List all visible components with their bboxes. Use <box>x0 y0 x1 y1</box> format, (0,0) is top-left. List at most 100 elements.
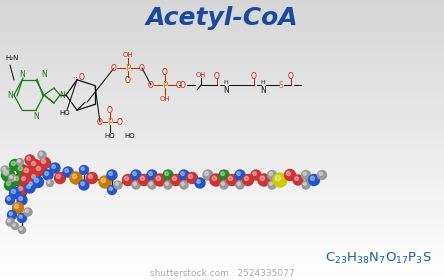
Bar <box>0 41 444 42</box>
Bar <box>0 260 444 261</box>
Bar <box>0 204 444 205</box>
Bar <box>0 255 444 256</box>
Text: O: O <box>180 81 186 90</box>
Bar <box>0 86 444 87</box>
Bar <box>0 202 444 203</box>
Text: O: O <box>97 118 103 127</box>
Text: O: O <box>139 64 145 73</box>
Bar <box>0 258 444 259</box>
Text: P: P <box>126 64 131 73</box>
Bar <box>0 141 444 142</box>
Text: N: N <box>260 85 266 95</box>
Bar <box>0 15 444 16</box>
Text: O: O <box>111 64 117 73</box>
Circle shape <box>253 172 257 176</box>
Bar <box>0 279 444 280</box>
Circle shape <box>285 169 296 181</box>
Circle shape <box>172 176 177 181</box>
Bar <box>0 257 444 258</box>
Circle shape <box>35 165 45 176</box>
Circle shape <box>30 173 40 183</box>
Bar <box>0 176 444 177</box>
Circle shape <box>210 174 222 186</box>
Circle shape <box>205 172 209 176</box>
Bar <box>0 244 444 245</box>
Circle shape <box>154 174 166 186</box>
Bar <box>0 9 444 10</box>
Bar <box>0 196 444 197</box>
Bar <box>0 102 444 103</box>
Bar <box>0 104 444 105</box>
Circle shape <box>43 170 53 180</box>
Circle shape <box>275 175 281 181</box>
Bar <box>0 154 444 155</box>
Bar <box>0 266 444 267</box>
Bar <box>0 98 444 99</box>
Bar <box>0 264 444 265</box>
Bar <box>0 130 444 131</box>
Bar <box>0 47 444 48</box>
Bar <box>0 211 444 212</box>
Text: HO: HO <box>125 133 135 139</box>
Bar <box>0 224 444 225</box>
Text: S: S <box>279 81 283 90</box>
Bar <box>0 18 444 19</box>
Bar <box>0 84 444 85</box>
Bar <box>0 186 444 187</box>
Bar <box>0 123 444 124</box>
Bar <box>0 35 444 36</box>
Bar <box>0 162 444 163</box>
Bar <box>0 42 444 43</box>
Bar <box>0 183 444 184</box>
Circle shape <box>32 176 44 188</box>
Bar <box>0 144 444 145</box>
Circle shape <box>17 185 27 195</box>
Bar <box>0 46 444 47</box>
Bar <box>0 11 444 12</box>
Bar <box>0 185 444 186</box>
Bar <box>0 92 444 93</box>
Bar <box>0 191 444 192</box>
Bar <box>0 250 444 251</box>
Bar <box>0 97 444 98</box>
Bar <box>0 277 444 278</box>
Circle shape <box>19 187 23 190</box>
Bar <box>0 249 444 250</box>
Circle shape <box>1 169 15 181</box>
Circle shape <box>27 157 31 160</box>
Circle shape <box>203 170 213 180</box>
Text: O: O <box>148 81 154 90</box>
Text: O: O <box>125 76 131 85</box>
Text: P: P <box>163 81 167 90</box>
Circle shape <box>17 195 27 205</box>
Bar <box>0 61 444 62</box>
Bar <box>0 182 444 183</box>
Circle shape <box>45 172 48 176</box>
Bar <box>0 71 444 72</box>
Bar <box>0 115 444 116</box>
Circle shape <box>29 160 40 171</box>
Circle shape <box>242 174 254 186</box>
Circle shape <box>52 165 56 169</box>
Circle shape <box>148 181 156 189</box>
Bar <box>0 121 444 122</box>
Bar <box>0 53 444 54</box>
Bar <box>0 228 444 229</box>
Bar <box>0 241 444 242</box>
Circle shape <box>180 181 188 189</box>
Bar <box>0 237 444 238</box>
Circle shape <box>27 185 31 188</box>
Circle shape <box>123 174 134 186</box>
Bar <box>0 161 444 162</box>
Circle shape <box>50 163 60 173</box>
Text: H: H <box>224 80 228 85</box>
Circle shape <box>131 170 141 180</box>
Text: OH: OH <box>123 52 133 58</box>
Circle shape <box>164 181 172 189</box>
Circle shape <box>18 166 23 171</box>
Circle shape <box>181 172 185 176</box>
Circle shape <box>25 209 28 213</box>
Bar <box>0 67 444 68</box>
Bar <box>0 65 444 66</box>
Bar <box>0 267 444 268</box>
